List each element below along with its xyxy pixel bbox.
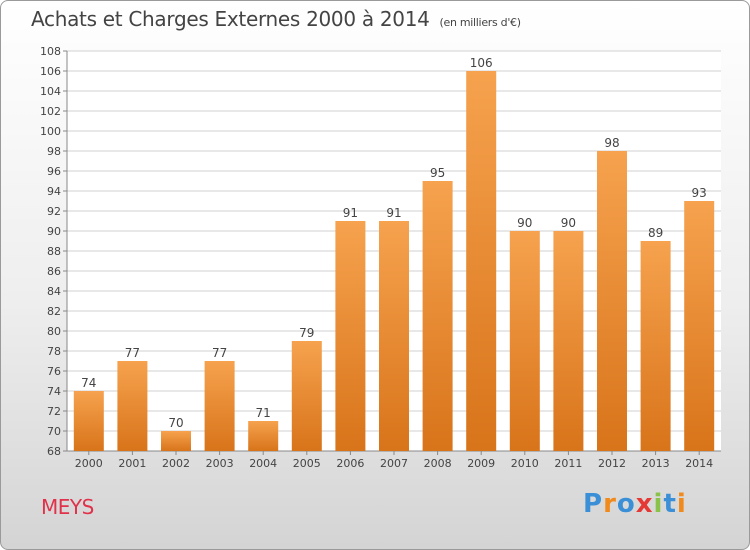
y-tick-label: 70	[47, 425, 61, 438]
bar	[509, 231, 540, 451]
x-tick-label: 2014	[685, 457, 713, 470]
x-tick-label: 2005	[293, 457, 321, 470]
bar	[73, 391, 104, 451]
logo-letter: P	[583, 489, 604, 519]
data-label: 77	[212, 346, 227, 360]
bar	[248, 421, 279, 451]
bar	[117, 361, 148, 451]
y-tick-label: 76	[47, 365, 61, 378]
x-tick-label: 2007	[380, 457, 408, 470]
y-tick-label: 98	[47, 145, 61, 158]
x-tick-label: 2004	[249, 457, 277, 470]
data-label: 98	[604, 136, 619, 150]
y-tick-label: 90	[47, 225, 61, 238]
x-tick-label: 2000	[75, 457, 103, 470]
bar	[553, 231, 584, 451]
y-tick-label: 92	[47, 205, 61, 218]
logo-letter: x	[635, 489, 654, 519]
data-label: 89	[648, 226, 663, 240]
y-tick-label: 74	[47, 385, 61, 398]
bar	[597, 151, 627, 451]
y-tick-label: 94	[47, 185, 61, 198]
y-tick-label: 72	[47, 405, 61, 418]
data-label: 74	[81, 376, 96, 390]
y-tick-label: 68	[47, 445, 61, 458]
data-label: 90	[561, 216, 576, 230]
y-tick-label: 86	[47, 265, 61, 278]
x-tick-label: 2003	[206, 457, 234, 470]
data-label: 91	[343, 206, 358, 220]
y-tick-label: 106	[40, 65, 61, 78]
logo-letter: i	[676, 489, 687, 519]
x-tick-label: 2006	[336, 457, 364, 470]
y-tick-label: 78	[47, 345, 61, 358]
y-tick-label: 84	[47, 285, 61, 298]
y-tick-label: 80	[47, 325, 61, 338]
chart-unit: (en milliers d'€)	[439, 16, 521, 29]
x-tick-label: 2009	[467, 457, 495, 470]
y-tick-label: 108	[40, 45, 61, 58]
data-label: 79	[299, 326, 314, 340]
commune-name: MEYS	[41, 495, 94, 519]
data-label: 91	[386, 206, 401, 220]
logo-letter: r	[603, 489, 617, 519]
bar	[335, 221, 366, 451]
x-tick-label: 2001	[118, 457, 146, 470]
bar	[161, 431, 191, 451]
bar	[379, 221, 409, 451]
x-tick-label: 2012	[598, 457, 626, 470]
x-tick-label: 2008	[424, 457, 452, 470]
logo-letter: o	[616, 489, 636, 519]
data-label: 71	[256, 406, 271, 420]
logo-letter: i	[653, 489, 664, 519]
x-tick-label: 2010	[511, 457, 539, 470]
data-label: 93	[692, 186, 707, 200]
x-tick-label: 2011	[554, 457, 582, 470]
chart-title: Achats et Charges Externes 2000 à 2014 (e…	[31, 7, 521, 31]
y-tick-label: 96	[47, 165, 61, 178]
bar	[422, 181, 453, 451]
x-tick-label: 2013	[642, 457, 670, 470]
data-label: 95	[430, 166, 445, 180]
data-label: 70	[168, 416, 183, 430]
y-tick-label: 102	[40, 105, 61, 118]
logo-letter: t	[663, 489, 677, 519]
bar	[684, 201, 715, 451]
bar	[291, 341, 322, 451]
y-tick-label: 82	[47, 305, 61, 318]
y-tick-label: 88	[47, 245, 61, 258]
data-label: 90	[517, 216, 532, 230]
chart-title-text: Achats et Charges Externes 2000 à 2014	[31, 7, 430, 31]
y-tick-label: 104	[40, 85, 61, 98]
bar	[466, 71, 497, 451]
proxiti-logo: Proxiti	[583, 489, 687, 519]
data-label: 77	[125, 346, 140, 360]
bar	[640, 241, 671, 451]
data-label: 106	[470, 56, 493, 70]
bar	[204, 361, 235, 451]
x-tick-label: 2002	[162, 457, 190, 470]
y-tick-label: 100	[40, 125, 61, 138]
